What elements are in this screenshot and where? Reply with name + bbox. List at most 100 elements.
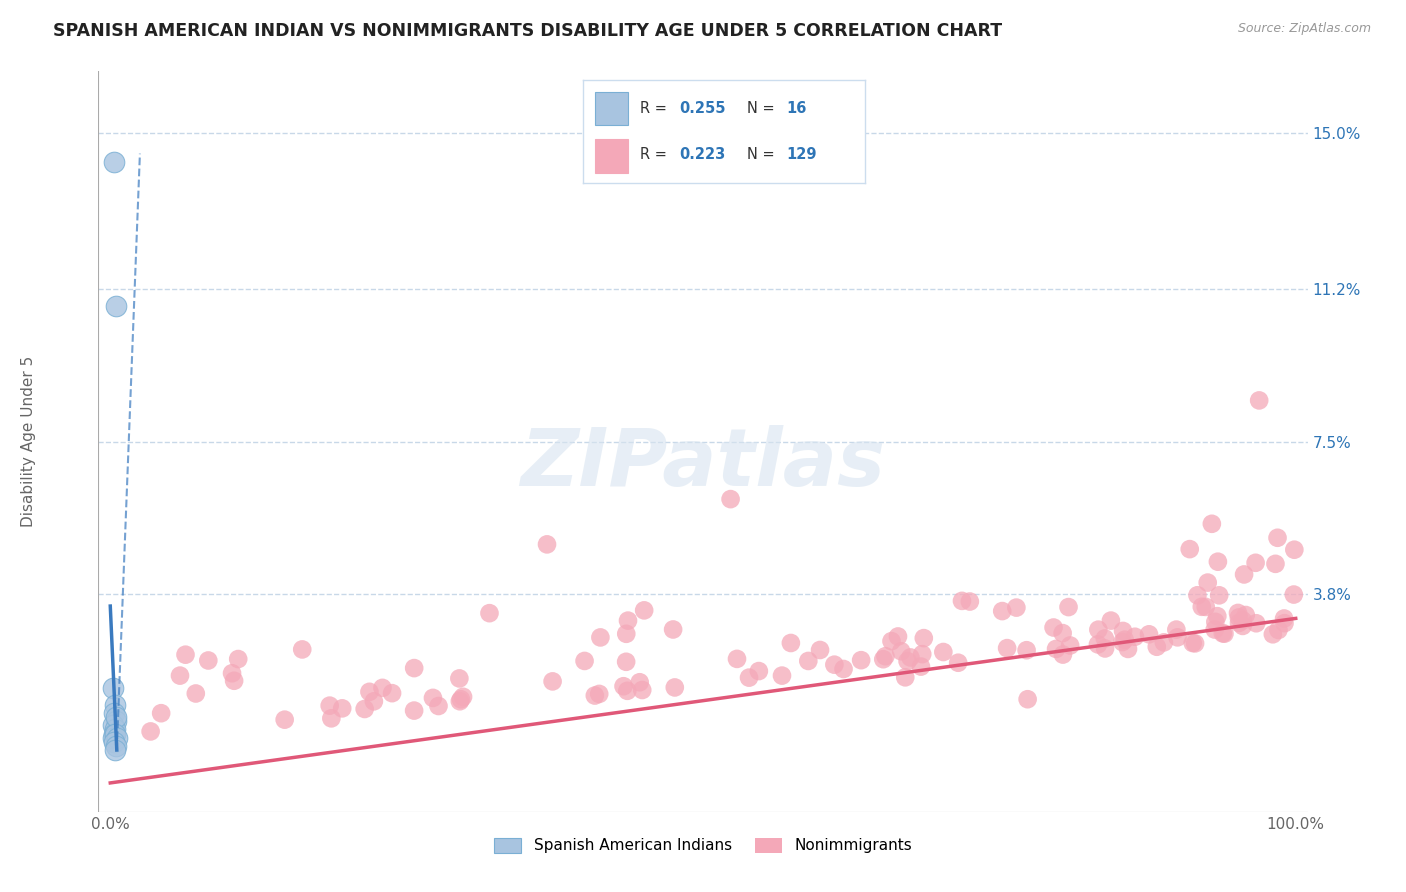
Point [1191, 599, 1213, 614]
Point [169, 668, 191, 682]
Point [1052, 648, 1074, 662]
Point [932, 645, 955, 659]
Point [1272, 611, 1295, 625]
Text: 0.255: 0.255 [679, 101, 725, 116]
Point [318, 698, 340, 713]
Point [1195, 599, 1218, 614]
Text: 0.223: 0.223 [679, 147, 725, 162]
Point [631, 683, 654, 698]
Point [950, 594, 973, 608]
Point [890, 644, 912, 658]
Point [541, 674, 564, 689]
Point [1244, 556, 1267, 570]
Point [1087, 623, 1109, 637]
Point [1261, 627, 1284, 641]
Point [1197, 575, 1219, 590]
Point [1153, 635, 1175, 649]
Point [770, 668, 793, 682]
Point [1114, 632, 1136, 647]
Point [450, 692, 472, 706]
Point [359, 685, 381, 699]
Point [995, 641, 1018, 656]
Point [105, 299, 128, 313]
Point [1017, 692, 1039, 706]
Point [1166, 631, 1188, 645]
Point [104, 743, 127, 757]
Point [1005, 600, 1028, 615]
Point [103, 735, 125, 749]
Point [1232, 613, 1254, 627]
Point [612, 679, 634, 693]
Point [1116, 642, 1139, 657]
Point [101, 681, 124, 696]
Point [991, 604, 1014, 618]
Point [104, 723, 127, 737]
Point [105, 731, 128, 745]
Point [1123, 630, 1146, 644]
Point [381, 686, 404, 700]
Point [103, 706, 125, 720]
Point [1184, 636, 1206, 650]
Point [291, 642, 314, 657]
Point [449, 694, 471, 708]
Point [1227, 606, 1250, 620]
Point [617, 614, 640, 628]
Point [1146, 640, 1168, 654]
Point [1208, 588, 1230, 602]
Point [1204, 615, 1226, 629]
Point [583, 689, 606, 703]
Point [404, 661, 426, 675]
Point [1233, 567, 1256, 582]
Point [1274, 616, 1296, 631]
Point [105, 739, 128, 753]
Point [725, 652, 748, 666]
Point [478, 606, 501, 620]
Point [614, 627, 637, 641]
Point [720, 492, 742, 507]
Point [614, 655, 637, 669]
Point [1212, 626, 1234, 640]
Point [574, 654, 596, 668]
Point [1227, 610, 1250, 624]
Point [589, 631, 612, 645]
Point [872, 652, 894, 666]
Point [1234, 607, 1257, 622]
Bar [595, 139, 628, 173]
Text: R =: R = [640, 147, 671, 162]
Point [104, 726, 127, 740]
Point [404, 704, 426, 718]
Point [184, 686, 207, 700]
Point [887, 630, 910, 644]
Point [1181, 636, 1204, 650]
Y-axis label: Disability Age Under 5: Disability Age Under 5 [21, 356, 37, 527]
Point [1137, 627, 1160, 641]
Point [1178, 542, 1201, 557]
Point [797, 654, 820, 668]
Point [779, 636, 801, 650]
Point [1187, 588, 1209, 602]
Point [1213, 626, 1236, 640]
Legend: Spanish American Indians, Nonimmigrants: Spanish American Indians, Nonimmigrants [488, 831, 918, 860]
Point [1042, 620, 1064, 634]
Point [273, 713, 295, 727]
Point [1094, 641, 1116, 656]
Text: ZIPatlas: ZIPatlas [520, 425, 886, 503]
Point [910, 659, 932, 673]
Text: 16: 16 [786, 101, 806, 116]
Point [900, 650, 922, 665]
Point [101, 718, 124, 732]
Point [1201, 516, 1223, 531]
Point [1059, 639, 1081, 653]
Point [911, 647, 934, 661]
Point [1267, 623, 1289, 637]
Point [1057, 600, 1080, 615]
Point [633, 603, 655, 617]
Point [197, 653, 219, 667]
Text: SPANISH AMERICAN INDIAN VS NONIMMIGRANTS DISABILITY AGE UNDER 5 CORRELATION CHAR: SPANISH AMERICAN INDIAN VS NONIMMIGRANTS… [53, 22, 1002, 40]
Point [1267, 531, 1289, 545]
Point [103, 726, 125, 740]
Point [150, 706, 173, 721]
Point [912, 631, 935, 645]
Point [664, 681, 686, 695]
Point [616, 683, 638, 698]
